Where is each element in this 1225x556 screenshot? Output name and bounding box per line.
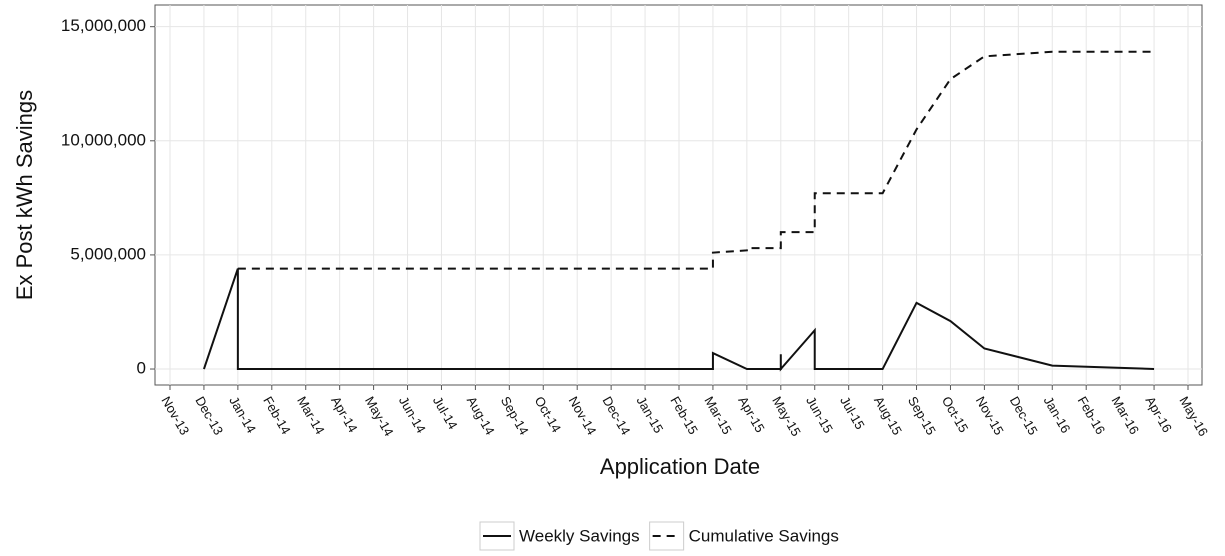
x-tick-label: Jan-14 bbox=[226, 394, 259, 436]
x-tick-label: Jul-15 bbox=[837, 394, 868, 432]
x-tick-label: May-16 bbox=[1176, 394, 1211, 439]
y-axis-title: Ex Post kWh Savings bbox=[12, 90, 37, 300]
x-tick-label: Sep-15 bbox=[905, 394, 939, 438]
x-tick-label: May-15 bbox=[769, 394, 804, 439]
legend-label: Weekly Savings bbox=[519, 526, 640, 545]
x-tick-label: Feb-15 bbox=[667, 394, 701, 437]
x-axis-title: Application Date bbox=[600, 454, 760, 479]
series-line bbox=[202, 268, 1155, 372]
x-tick-label: Dec-15 bbox=[1007, 394, 1041, 438]
x-tick-label: Jul-14 bbox=[430, 394, 461, 432]
x-tick-label: Nov-15 bbox=[973, 394, 1007, 438]
x-tick-label: Aug-14 bbox=[464, 394, 498, 438]
x-tick-label: Mar-15 bbox=[701, 394, 735, 437]
x-tick-label: Apr-16 bbox=[1142, 394, 1175, 435]
x-tick-label: Jun-14 bbox=[396, 394, 429, 436]
x-tick-label: Nov-14 bbox=[566, 394, 600, 438]
x-tick-label: Mar-16 bbox=[1109, 394, 1143, 437]
x-tick-label: Apr-15 bbox=[735, 394, 768, 435]
x-tick-label: Apr-14 bbox=[328, 394, 361, 435]
x-tick-label: Oct-14 bbox=[532, 394, 564, 435]
x-tick-label: Feb-16 bbox=[1075, 394, 1109, 437]
y-tick-label: 0 bbox=[137, 359, 146, 378]
x-tick-label: Aug-15 bbox=[871, 394, 905, 438]
lines bbox=[202, 50, 1155, 372]
legend: Weekly Savings Cumulative Savings bbox=[479, 521, 839, 551]
x-tick-label: Oct-15 bbox=[939, 394, 971, 435]
legend-label: Cumulative Savings bbox=[689, 526, 839, 545]
x-tick-label: Mar-14 bbox=[294, 394, 328, 437]
x-tick-label: Nov-13 bbox=[158, 394, 192, 438]
x-tick-label: Jan-15 bbox=[633, 394, 666, 436]
y-tick-label: 5,000,000 bbox=[70, 244, 146, 263]
x-tick-label: May-14 bbox=[362, 394, 397, 439]
x-tick-label: Jan-16 bbox=[1041, 394, 1074, 436]
y-tick-label: 15,000,000 bbox=[61, 16, 146, 35]
x-tick-label: Feb-14 bbox=[260, 394, 294, 437]
x-tick-label: Dec-13 bbox=[192, 394, 226, 438]
x-tick-label: Dec-14 bbox=[600, 394, 634, 438]
x-tick-label: Sep-14 bbox=[498, 394, 532, 438]
x-tick-label: Jun-15 bbox=[803, 394, 836, 436]
y-tick-label: 10,000,000 bbox=[61, 130, 146, 149]
